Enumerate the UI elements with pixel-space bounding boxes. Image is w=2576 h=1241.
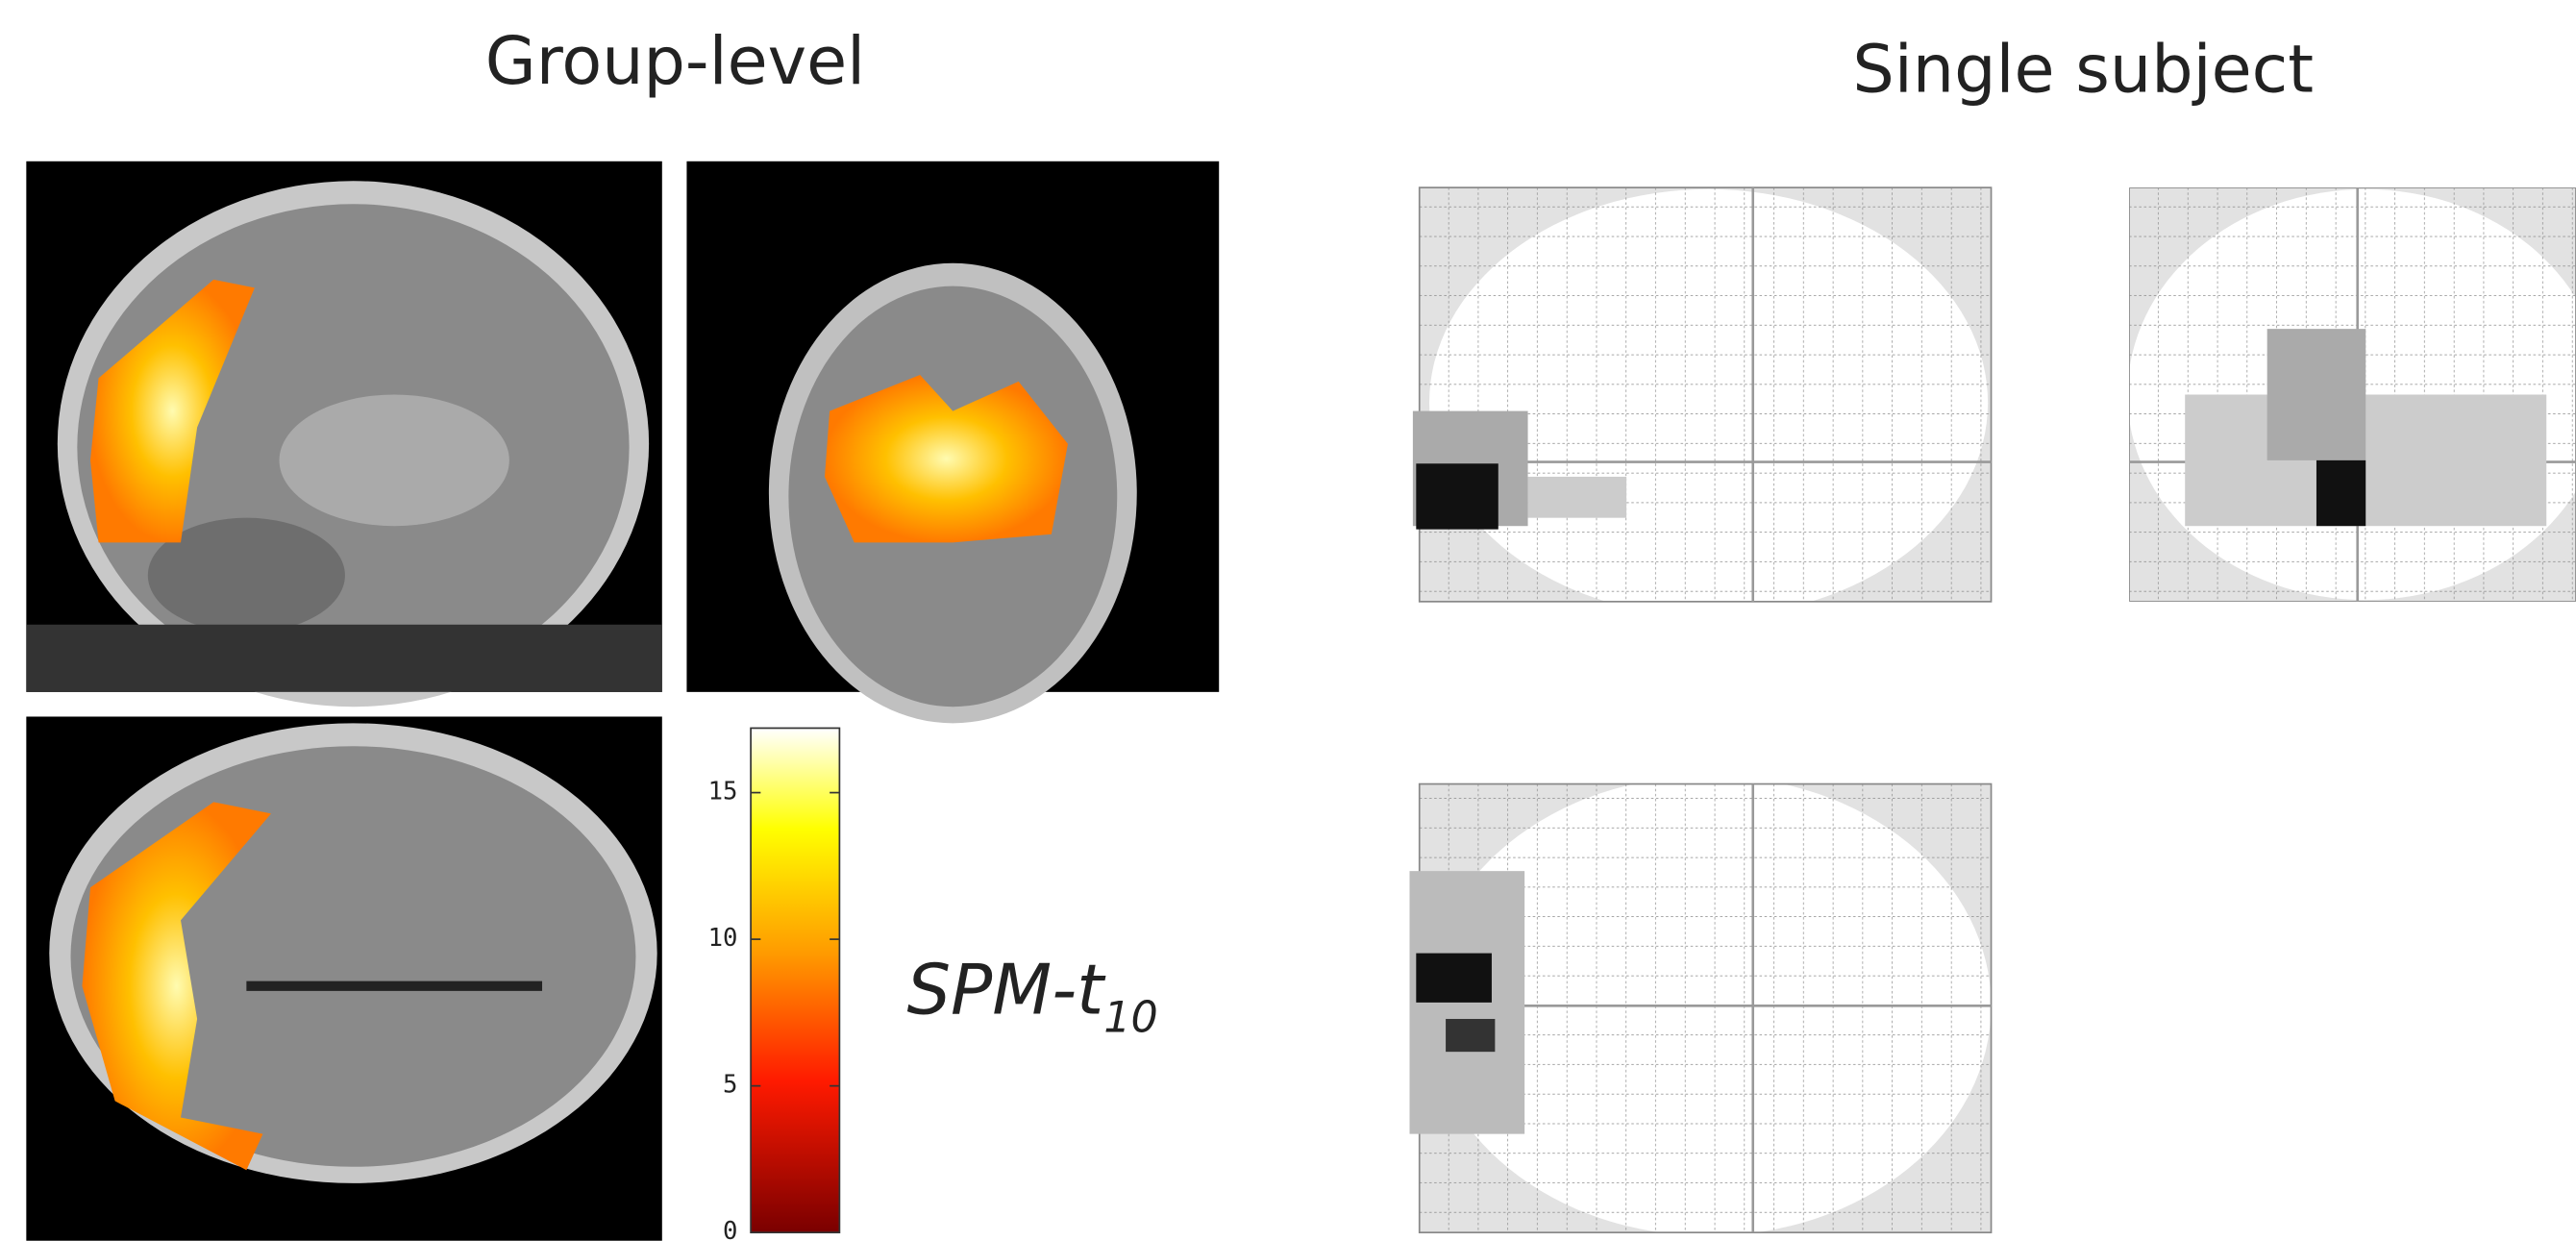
tick-label: 15 [708,778,738,807]
tick-label: 5 [723,1071,737,1100]
colorbar-label: SPM-t10 [906,949,1157,1043]
coronal-slice [686,161,1219,724]
figure: Group-level Single subject 051015 SPM-t1… [0,0,2576,1241]
glass-brain-sagittal [1413,187,1992,616]
glass-brain-coronal [2127,187,2576,602]
sagittal-slice [26,161,661,707]
label-subscript: 10 [1103,994,1158,1043]
colorbar [751,728,839,1232]
tick-label: 0 [723,1217,737,1241]
axial-slice [26,716,661,1240]
tick-label: 10 [708,924,738,953]
left-title: Group-level [485,24,865,100]
right-title: Single subject [1852,33,2314,109]
glass-brain-axial [1409,776,1991,1236]
label-main: SPM-t [906,949,1106,1030]
